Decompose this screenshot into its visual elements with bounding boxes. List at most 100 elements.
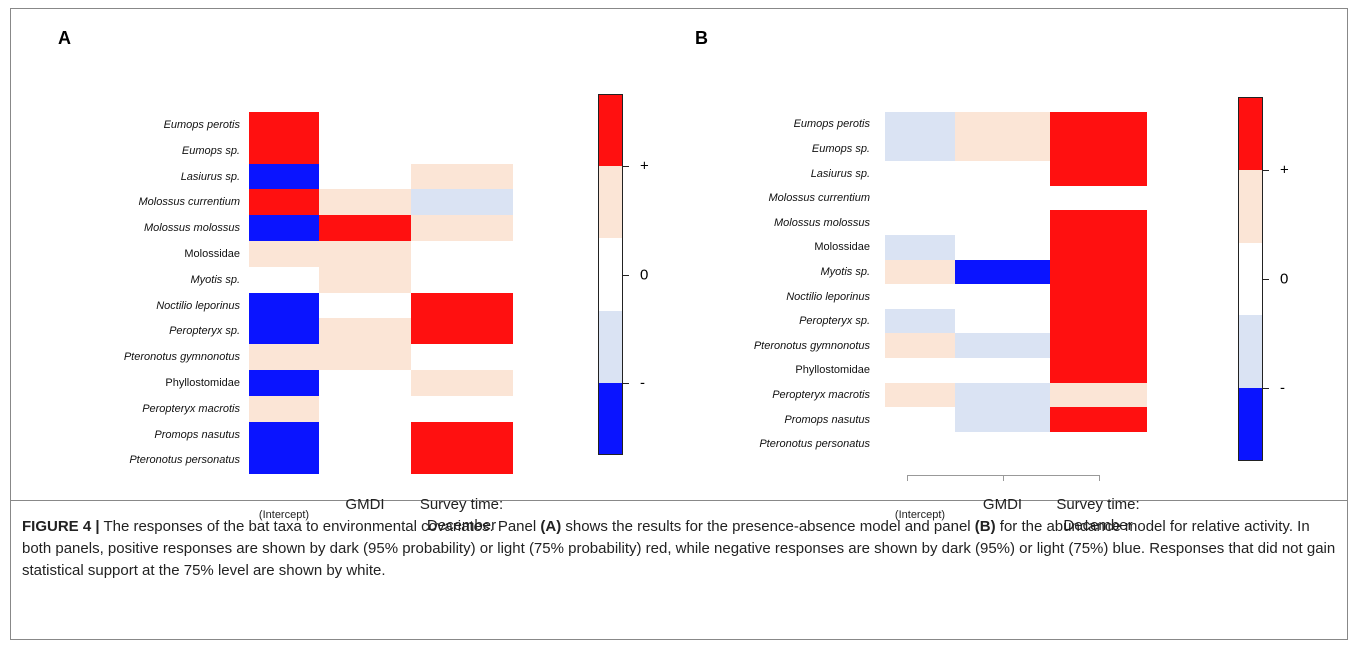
row-label: Pteronotus personatus	[759, 438, 870, 451]
colorbar-border	[1238, 97, 1263, 461]
heat-cell	[955, 210, 1051, 236]
heat-cell	[411, 241, 513, 268]
heat-cell	[249, 112, 320, 139]
heat-cell	[319, 395, 412, 423]
caption-label: FIGURE 4 |	[22, 518, 100, 535]
axis-tick	[1003, 475, 1004, 481]
heat-cell	[1050, 210, 1147, 236]
colorbar-block	[1238, 169, 1263, 243]
heat-cell	[411, 370, 513, 397]
heat-cell	[885, 112, 956, 138]
heat-cell	[249, 344, 320, 371]
heat-cell	[249, 266, 320, 294]
heat-cell	[1050, 112, 1147, 138]
colorbar-tick	[623, 382, 629, 384]
heat-cell	[319, 163, 412, 190]
panel-letter: B	[695, 28, 708, 48]
heat-cell	[411, 344, 513, 371]
row-label: Lasiurus sp.	[180, 170, 240, 183]
heat-cell	[411, 189, 513, 216]
heat-cell	[885, 358, 956, 384]
caption-text: for the abundance model for relative act…	[22, 518, 1336, 579]
row-label: Eumops perotis	[793, 118, 870, 131]
heat-cell	[885, 210, 956, 236]
colorbar-tick	[1263, 279, 1269, 280]
colorbar-border	[598, 94, 623, 455]
row-label: Lasiurus sp.	[810, 167, 870, 180]
row-label: Promops nasutus	[154, 428, 240, 441]
column-label: GMDI	[345, 496, 385, 513]
heat-cell	[955, 407, 1051, 433]
heat-cell	[955, 431, 1051, 457]
heat-cell	[885, 431, 956, 457]
heat-cell	[885, 308, 956, 334]
heat-cell	[955, 161, 1051, 187]
heat-cell	[1050, 333, 1147, 359]
heat-cell	[885, 407, 956, 433]
column-label: GMDI	[982, 496, 1023, 513]
heat-cell	[319, 189, 412, 216]
heat-cell	[1050, 136, 1147, 162]
row-label: Pteronotus personatus	[129, 454, 240, 467]
heat-cell	[955, 112, 1051, 138]
heat-cell	[411, 421, 513, 448]
heat-cell	[885, 333, 956, 359]
colorbar-block	[1238, 97, 1263, 170]
heat-cell	[249, 163, 320, 190]
colorbar-tick-label: +	[1280, 161, 1289, 179]
heat-cell	[411, 447, 513, 474]
row-label: Peropteryx sp.	[799, 315, 870, 328]
colorbar-block	[598, 382, 623, 455]
caption-divider	[10, 500, 1348, 501]
heat-cell	[249, 241, 320, 268]
heat-cell	[885, 136, 956, 162]
row-label: Molossidae	[184, 247, 240, 260]
row-label: Eumops sp.	[181, 144, 240, 157]
row-label: Pteronotus gymnonotus	[123, 351, 240, 364]
colorbar-tick-label: -	[640, 374, 645, 392]
colorbar-block	[1238, 315, 1263, 389]
heat-cell	[955, 235, 1051, 261]
panel-letter: A	[58, 28, 71, 48]
colorbar-block	[1238, 242, 1263, 316]
heat-cell	[1050, 235, 1147, 261]
row-label: Eumops sp.	[811, 142, 870, 155]
colorbar-block	[598, 310, 623, 383]
heat-cell	[319, 344, 412, 371]
heat-cell	[885, 185, 956, 211]
heat-cell	[1050, 382, 1147, 408]
heat-cell	[955, 308, 1051, 334]
heat-cell	[955, 259, 1051, 285]
heat-cell	[249, 137, 320, 165]
heat-cell	[319, 318, 412, 345]
heat-cell	[249, 215, 320, 242]
heat-cell	[955, 284, 1051, 310]
heat-cell	[319, 370, 412, 397]
heat-cell	[319, 241, 412, 268]
heat-cell	[319, 215, 412, 242]
row-label: Eumops perotis	[163, 118, 240, 131]
colorbar-tick-label: 0	[1280, 270, 1289, 288]
row-label: Molossus molossus	[774, 216, 870, 229]
heat-cell	[319, 137, 412, 165]
row-label: Molossus currentium	[138, 196, 240, 209]
heat-cell	[319, 292, 412, 319]
caption-text: The responses of the bat taxa to environ…	[99, 518, 541, 535]
row-label: Molossus molossus	[144, 222, 240, 235]
row-label: Noctilio leporinus	[786, 290, 870, 303]
heat-cell	[885, 284, 956, 310]
heat-cell	[319, 421, 412, 448]
colorbar-block	[598, 166, 623, 239]
heat-cell	[1050, 407, 1147, 433]
heat-cell	[885, 161, 956, 187]
heat-cell	[249, 421, 320, 448]
column-label: (Intercept)	[258, 509, 310, 521]
row-label: Myotis sp.	[820, 265, 870, 278]
heat-cell	[885, 235, 956, 261]
column-label: (Intercept)	[894, 509, 946, 521]
heat-cell	[319, 112, 412, 139]
row-label: Promops nasutus	[784, 413, 870, 426]
caption-text: (A)	[540, 518, 562, 535]
colorbar-tick	[623, 166, 629, 168]
heat-cell	[411, 318, 513, 345]
